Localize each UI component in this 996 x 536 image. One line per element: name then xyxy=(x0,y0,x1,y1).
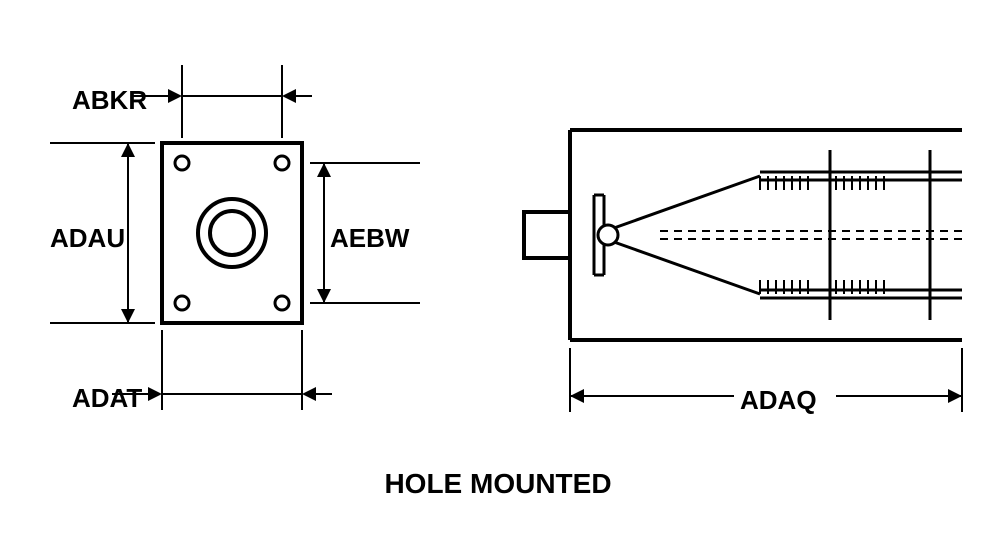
svg-text:ABKR: ABKR xyxy=(72,85,147,115)
svg-text:ADAQ: ADAQ xyxy=(740,385,817,415)
svg-text:ADAU: ADAU xyxy=(50,223,125,253)
svg-text:ADAT: ADAT xyxy=(72,383,142,413)
diagram-title: HOLE MOUNTED xyxy=(384,468,611,500)
technical-diagram: ABKR ADAT ADAU AEBW ADAQ xyxy=(0,0,996,536)
svg-text:AEBW: AEBW xyxy=(330,223,410,253)
